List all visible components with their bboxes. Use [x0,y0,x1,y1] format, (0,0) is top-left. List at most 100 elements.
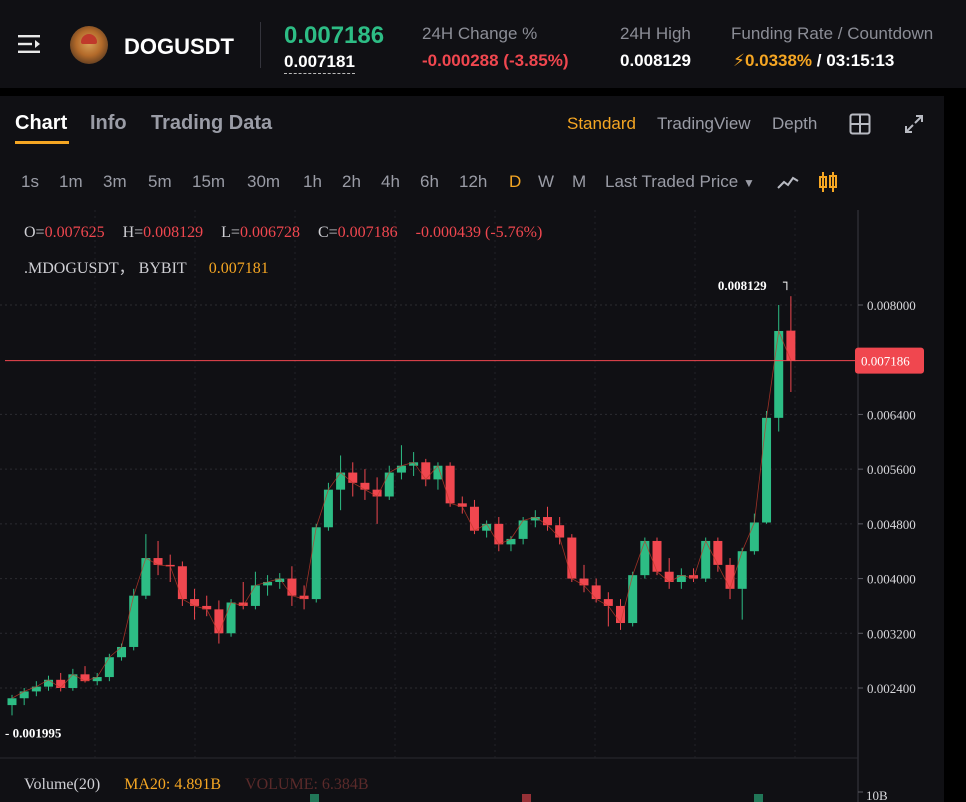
candle-body [396,465,406,473]
menu-icon[interactable] [16,30,44,58]
candle-body [457,503,467,507]
volume-indicator-label: Volume(20) [24,776,101,793]
tab-info[interactable]: Info [90,112,127,134]
candle-body [190,599,200,606]
current-price-tag-label: 0.007186 [861,354,910,369]
candle-body [433,465,443,480]
candlestick-chart[interactable]: 0.008000 0.006400 0.005600 0.004800 0.004000… [0,210,944,802]
high-annotation: 0.008129 [718,278,767,293]
view-depth[interactable]: Depth [772,114,818,133]
candle-body [153,558,163,565]
candle-body [555,525,565,538]
chart-canvas[interactable]: 0.008000 0.006400 0.005600 0.004800 0.004000… [0,210,944,802]
tf-d[interactable]: D [509,172,522,191]
candle-body [567,537,577,579]
candle-body [579,578,589,586]
tf-1h[interactable]: 1h [303,172,322,191]
tf-3m[interactable]: 3m [103,172,127,191]
high-value: 0.008129 [620,51,691,70]
tab-trading-data[interactable]: Trading Data [151,112,273,134]
funding-value: ⚡0.0338% / 03:15:13 [733,51,894,71]
candle-body [494,523,504,545]
volume-ma20: MA20: 4.891B [124,776,222,793]
candlestick-icon[interactable] [816,170,840,194]
funding-sep: / [812,51,827,70]
y-tick-label: 0.006400 [867,407,916,422]
funding-countdown: 03:15:13 [826,51,895,70]
candle-body [713,540,723,565]
tf-1s[interactable]: 1s [21,172,39,191]
caret-down-icon: ▼ [742,176,755,190]
fullscreen-icon[interactable] [902,112,926,136]
tf-12h[interactable]: 12h [459,172,488,191]
candle-body [482,523,492,531]
current-price-tag [855,347,924,374]
candle-body [44,679,54,687]
y-tick-label: 0.008000 [867,298,916,313]
candle-body [68,674,78,688]
ohlc-legend: O=0.007625 H=0.008129 L=0.006728 C=0.007… [24,224,546,242]
close-label: C= [317,224,338,241]
header-divider [260,22,261,68]
candle-body [336,472,346,490]
candle-body [19,691,29,699]
candle-body [202,605,212,610]
candle-body [616,605,625,624]
coin-avatar [70,26,108,64]
grid-layout-icon[interactable] [848,112,872,136]
tf-6h[interactable]: 6h [420,172,439,191]
y-tick-label: 0.003200 [867,626,916,641]
price-type-select[interactable]: Last Traded Price ▼ [605,172,755,192]
candle-body [421,462,431,480]
volume-legend: Volume(20) MA20: 4.891B VOLUME: 6.384B [24,776,369,794]
candle-body [56,679,66,688]
tf-m[interactable]: M [572,172,587,191]
funding-label[interactable]: Funding Rate / Countdown [731,24,934,43]
candle-body [530,517,540,521]
high-annotation-arrow [782,281,788,291]
view-standard[interactable]: Standard [567,114,636,133]
candle-body [628,575,638,624]
candle-body [689,575,699,579]
candle-body [323,489,333,528]
tf-15m[interactable]: 15m [192,172,226,191]
view-tradingview[interactable]: TradingView [657,114,751,133]
mark-price[interactable]: 0.007181 [284,52,355,74]
candle-body [129,595,139,647]
y-tick-label: 0.004000 [867,572,916,587]
candle-body [786,330,796,361]
tf-5m[interactable]: 5m [148,172,172,191]
open-label: O= [24,224,45,241]
volume-value: VOLUME: 6.384B [245,776,369,793]
low-annotation: - 0.001995 [5,725,62,740]
price-type-label: Last Traded Price [605,172,739,191]
candle-body [676,575,686,582]
low-label: L= [221,224,240,241]
page-scroll-strip [944,96,966,802]
tf-30m[interactable]: 30m [247,172,281,191]
candle-body [506,538,516,545]
y-tick-label: 0.005600 [867,462,916,477]
tf-1m[interactable]: 1m [59,172,83,191]
tf-w[interactable]: W [538,172,555,191]
candle-body [372,489,382,497]
tf-4h[interactable]: 4h [381,172,400,191]
change-value: -0.000288 (-3.85%) [422,51,569,70]
tab-chart[interactable]: Chart [15,112,68,134]
high-label-legend: H= [122,224,144,241]
candle-body [542,517,552,526]
candle-body [238,602,248,606]
tf-2h[interactable]: 2h [342,172,361,191]
candle-body [603,599,613,606]
symbol-name[interactable]: DOGUSDT [124,34,234,59]
candle-body [177,566,187,600]
open-value: 0.007625 [44,224,105,241]
chart-panel [0,96,944,802]
volume-bar [754,794,763,802]
volume-axis-label: 10B [866,788,888,802]
candle-body [80,674,90,682]
candle-body [165,564,175,567]
volume-bar [522,794,531,802]
mark-price-legend: .MDOGUSDT， BYBIT 0.007181 [24,254,269,278]
line-chart-icon[interactable] [776,170,800,194]
